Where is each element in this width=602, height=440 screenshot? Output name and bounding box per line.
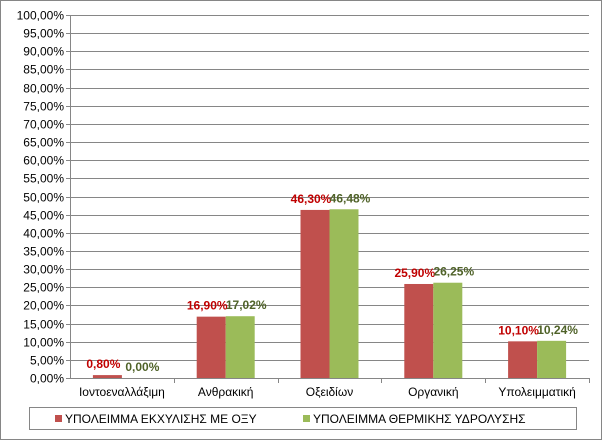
data-label-s1-0: 0,80% (86, 357, 120, 371)
bar-s2-4 (537, 340, 567, 378)
legend-swatch-s1 (55, 415, 62, 422)
y-tick-label: 15,00% (23, 318, 64, 332)
data-label-s1-2: 46,30% (291, 192, 332, 206)
y-axis-ticks: 0,00% 5,00% 10,00% 15,00% 20,00% 25,00% 30,00%… (17, 9, 70, 386)
axes (70, 15, 590, 383)
x-category-label: Οξειδίων (306, 385, 353, 399)
y-tick-label: 100,00% (17, 9, 65, 23)
x-category-label: Υπολειμματική (498, 385, 575, 399)
gridlines (70, 15, 589, 361)
y-tick-label: 85,00% (23, 63, 64, 77)
y-tick-label: 10,00% (23, 336, 64, 350)
data-label-s1-3: 25,90% (394, 266, 435, 280)
bar-s2-2 (329, 209, 359, 378)
y-tick-label: 60,00% (23, 154, 64, 168)
y-tick-label: 35,00% (23, 245, 64, 259)
y-tick-label: 95,00% (23, 27, 64, 41)
y-tick-label: 20,00% (23, 299, 64, 313)
y-tick-label: 75,00% (23, 100, 64, 114)
data-label-s2-3: 26,25% (433, 265, 474, 279)
data-label-s2-4: 10,24% (537, 323, 578, 337)
data-label-s1-4: 10,10% (498, 323, 539, 337)
data-label-s2-0: 0,00% (125, 360, 159, 374)
x-category-label: Οργανική (408, 385, 458, 399)
bar-s2-1 (225, 316, 255, 378)
x-category-label: Ιοντοεναλλάξιμη (79, 385, 165, 399)
y-tick-label: 65,00% (23, 136, 64, 150)
x-axis-categories: Ιοντοεναλλάξιμη Ανθρακική Οξειδίων Οργανική… (79, 385, 576, 399)
bars (92, 209, 567, 378)
y-tick-label: 70,00% (23, 118, 64, 132)
y-tick-label: 50,00% (23, 191, 64, 205)
y-tick-label: 25,00% (23, 281, 64, 295)
y-tick-label: 30,00% (23, 263, 64, 277)
bar-s1-2 (300, 209, 330, 378)
y-tick-label: 55,00% (23, 172, 64, 186)
legend-label-s2: ΥΠΟΛΕΙΜΜΑ ΘΕΡΜΙΚΗΣ ΥΔΡΟΛΥΣΗΣ (313, 412, 526, 426)
y-tick-label: 40,00% (23, 227, 64, 241)
y-tick-label: 0,00% (30, 372, 64, 386)
bar-s1-3 (404, 283, 434, 378)
bar-s1-1 (196, 316, 226, 378)
data-label-s2-1: 17,02% (226, 298, 267, 312)
legend: ΥΠΟΛΕΙΜΜΑ ΕΚΧΥΛΙΣΗΣ ΜΕ ΟΞΥ ΥΠΟΛΕΙΜΜΑ ΘΕΡΜ… (29, 407, 577, 430)
bar-s1-4 (508, 341, 538, 378)
data-label-s1-1: 16,90% (187, 299, 228, 313)
y-tick-label: 80,00% (23, 82, 64, 96)
y-tick-label: 90,00% (23, 45, 64, 59)
y-tick-label: 45,00% (23, 209, 64, 223)
data-label-s2-2: 46,48% (330, 191, 371, 205)
legend-swatch-s2 (303, 415, 310, 422)
legend-label-s1: ΥΠΟΛΕΙΜΜΑ ΕΚΧΥΛΙΣΗΣ ΜΕ ΟΞΥ (65, 412, 257, 426)
y-tick-label: 5,00% (30, 354, 64, 368)
x-category-label: Ανθρακική (198, 385, 254, 399)
bar-s1-0 (92, 375, 122, 378)
bar-s2-3 (433, 282, 463, 378)
data-labels: 0,80% 0,00% 16,90%17,02% 46,30%46,48% 25,90%… (86, 191, 578, 374)
